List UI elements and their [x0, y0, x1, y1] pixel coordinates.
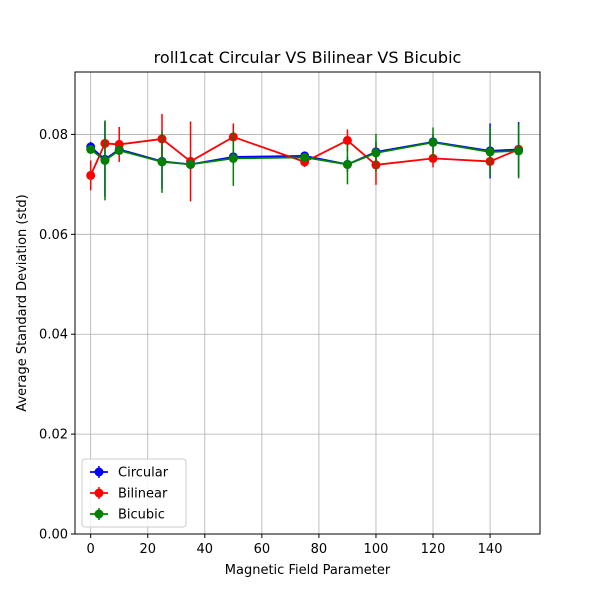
x-tick-label: 100: [364, 542, 389, 557]
ticks: 0 20 40 60 80 100 120 140 0.00 0.02 0.04 0.06 0.08: [39, 128, 502, 557]
legend-swatch-marker: [94, 467, 104, 477]
bilinear-point: [342, 135, 352, 145]
legend-label: Bicubic: [118, 508, 165, 523]
legend-label: Bilinear: [118, 487, 168, 502]
y-tick-label: 0.04: [39, 328, 68, 343]
bicubic-point: [157, 157, 167, 167]
series-layer: [86, 113, 524, 202]
series-bicubic: [86, 120, 524, 201]
y-tick-label: 0.02: [39, 428, 68, 443]
plot-frame: [74, 71, 541, 535]
legend-box: [81, 458, 187, 528]
bicubic-point: [228, 153, 238, 163]
bicubic-point: [300, 152, 310, 162]
legend-item-bicubic: Bicubic: [90, 508, 165, 523]
bicubic-point: [100, 155, 110, 165]
x-tick-label: 0: [87, 542, 95, 557]
bicubic-point: [114, 145, 124, 155]
legend-swatch-marker: [94, 509, 104, 519]
legend: Circular Bilinear Bicubic: [81, 458, 187, 528]
chart-title: roll1cat Circular VS Bilinear VS Bicubic: [154, 48, 462, 67]
bilinear-point: [428, 153, 438, 163]
legend-item-bilinear: Bilinear: [90, 487, 168, 502]
bicubic-point: [86, 144, 96, 154]
bicubic-point: [186, 159, 196, 169]
x-axis-title: Magnetic Field Parameter: [225, 563, 391, 578]
bicubic-point: [342, 159, 352, 169]
y-tick-label: 0.00: [39, 528, 68, 543]
x-tick-label: 80: [311, 542, 328, 557]
y-tick-label: 0.06: [39, 228, 68, 243]
bicubic-point: [371, 148, 381, 158]
bicubic-point: [514, 146, 524, 156]
x-tick-label: 120: [421, 542, 446, 557]
bilinear-point: [86, 170, 96, 180]
bicubic-point: [428, 137, 438, 147]
legend-item-circular: Circular: [90, 466, 169, 481]
x-tick-label: 20: [139, 542, 156, 557]
bicubic-point: [485, 147, 495, 157]
x-tick-label: 140: [478, 542, 503, 557]
y-axis-title: Average Standard Deviation (std): [15, 194, 30, 411]
legend-label: Circular: [118, 466, 169, 481]
legend-swatch-marker: [94, 488, 104, 498]
x-tick-label: 60: [254, 542, 271, 557]
y-tick-label: 0.08: [39, 128, 68, 143]
x-tick-label: 40: [197, 542, 214, 557]
